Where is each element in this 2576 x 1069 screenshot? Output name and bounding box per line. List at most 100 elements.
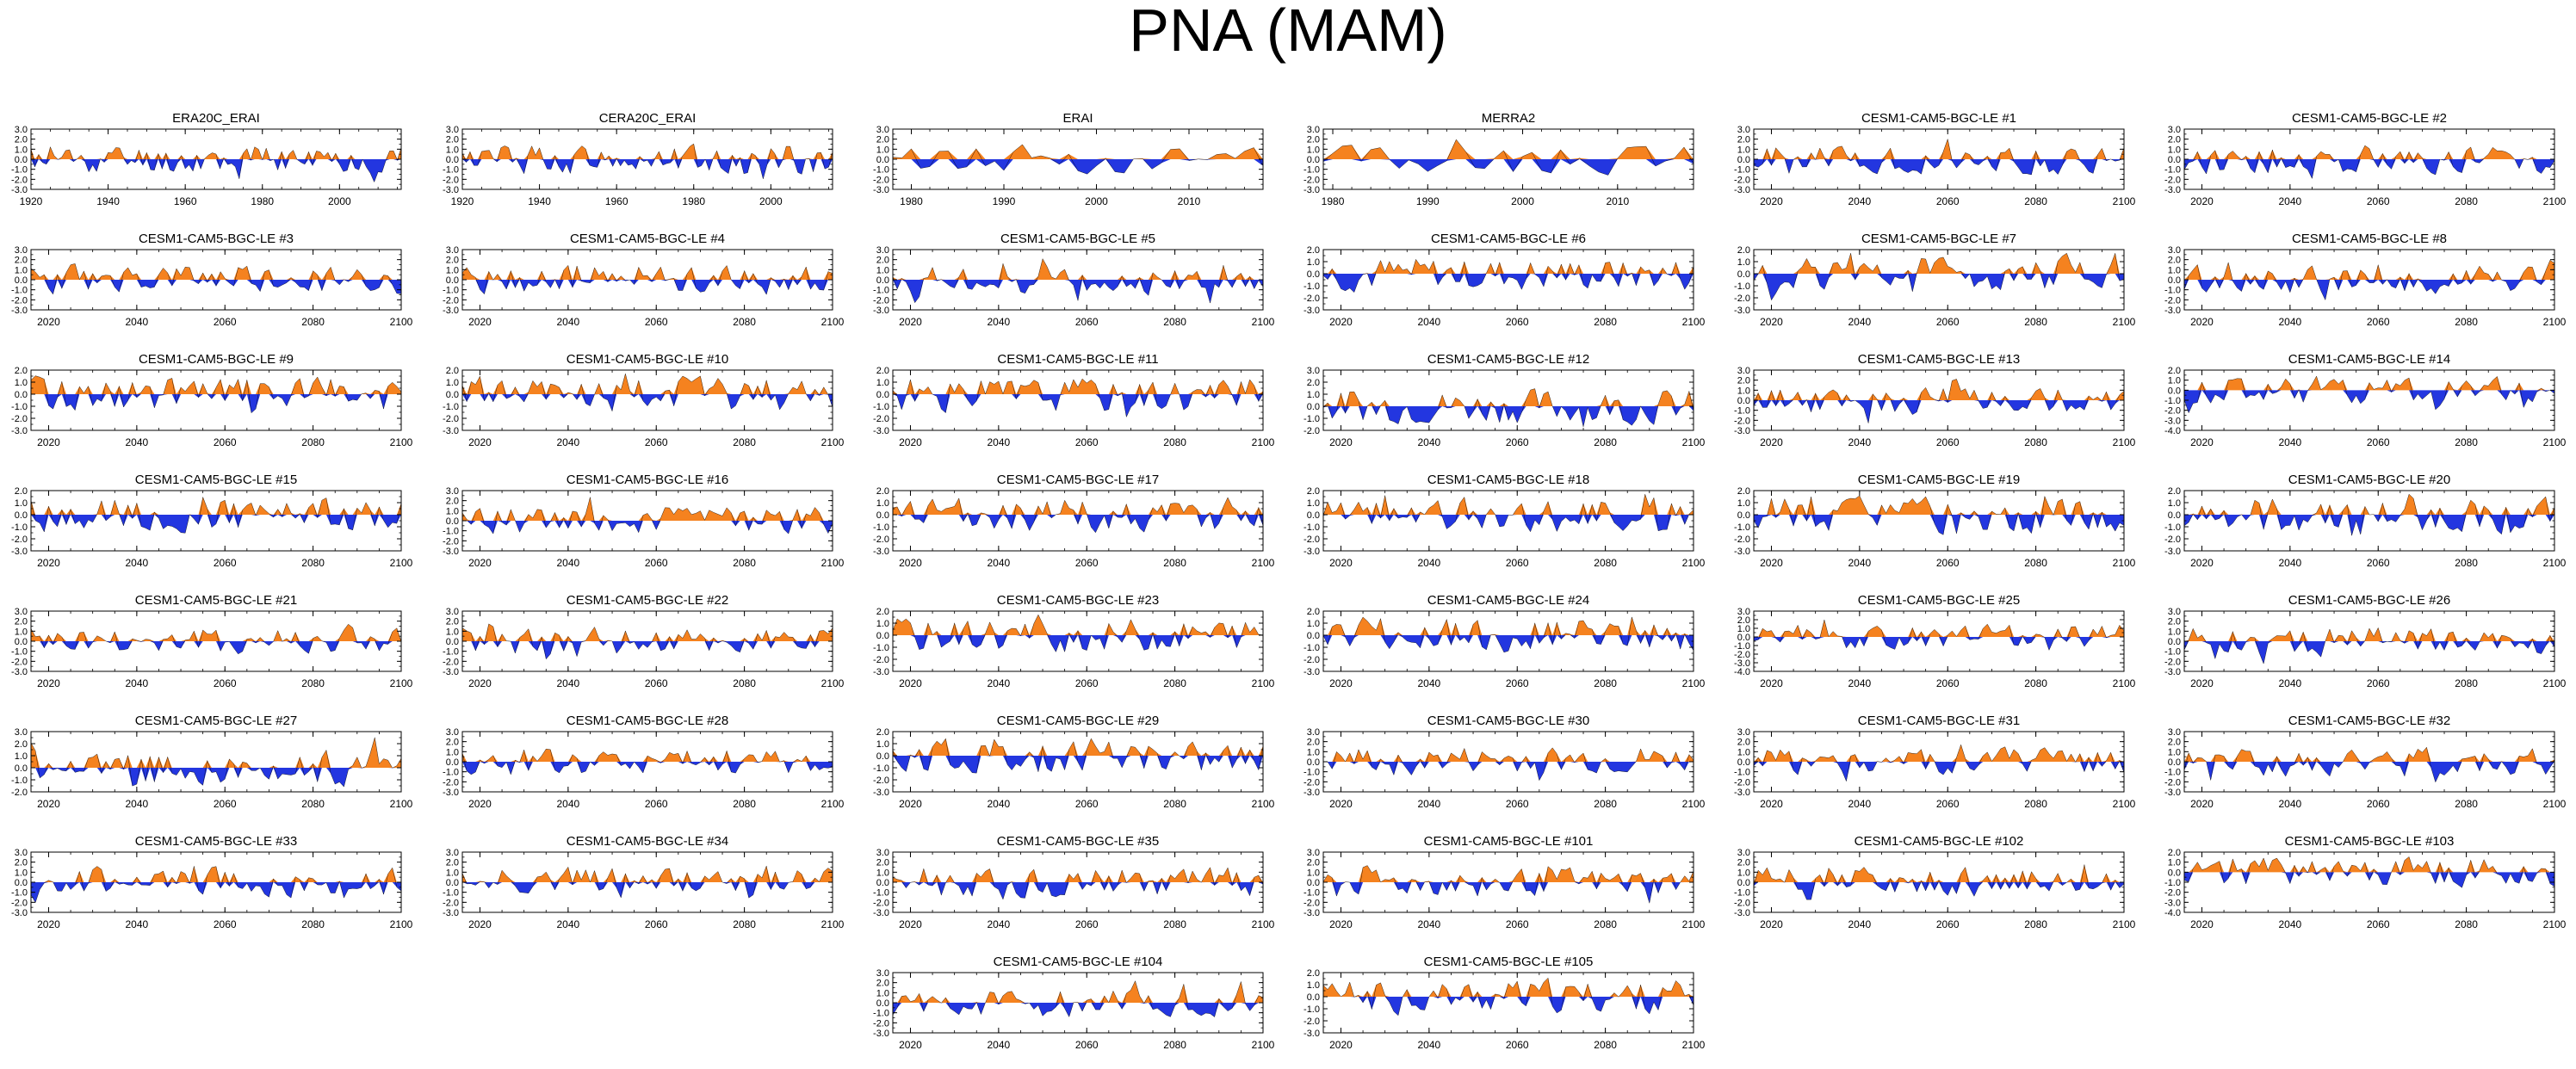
y-tick-label: -3.0: [11, 306, 28, 316]
x-tick-label: 2020: [1329, 436, 1353, 448]
y-tick-label: 1.0: [15, 627, 28, 637]
x-tick-label: 2000: [1511, 195, 1534, 207]
y-tick-label: 2.0: [15, 486, 28, 497]
x-tick-label: 1980: [1322, 195, 1345, 207]
y-tick-label: -1.0: [1303, 888, 1320, 899]
positive-area: [1323, 616, 1694, 635]
y-tick-label: 1.0: [1307, 145, 1320, 155]
y-tick-label: 2.0: [15, 366, 28, 376]
x-tick-label: 2060: [1075, 1039, 1099, 1051]
x-tick-label: 2020: [899, 677, 922, 689]
y-tick-label: -1.0: [11, 522, 28, 533]
y-tick-label: 0.0: [2168, 868, 2181, 878]
panel-21: CESM1-CAM5-BGC-LE #17 2.01.00.0-1.0-2.0 -3…: [873, 473, 1275, 569]
x-tick-label: 2020: [1329, 918, 1353, 930]
x-tick-label: 2020: [1329, 1039, 1353, 1051]
negative-area: [31, 768, 401, 788]
y-tick-label: 1.0: [2168, 376, 2181, 386]
y-tick-label: -3.0: [2164, 898, 2181, 908]
y-tick-label: -3.0: [1734, 426, 1750, 436]
y-tick-label: -2.0: [1734, 650, 1750, 660]
x-tick-label: 2040: [557, 677, 580, 689]
panel-title: CESM1-CAM5-BGC-LE #3: [139, 232, 294, 246]
y-tick-label: 1.0: [446, 265, 459, 275]
y-tick-label: 2.0: [1307, 968, 1320, 979]
panel-title: ERAI: [1062, 111, 1093, 126]
x-tick-label: 2080: [1163, 557, 1186, 569]
panel-34: CESM1-CAM5-BGC-LE #30 3.02.01.00.0-1.0-2.…: [1303, 714, 1706, 810]
y-tick-label: 0.0: [2168, 637, 2181, 647]
panel-title: CESM1-CAM5-BGC-LE #20: [2288, 473, 2450, 487]
x-tick-label: 2100: [390, 316, 413, 328]
y-tick-label: 0.0: [446, 516, 459, 527]
positive-area: [31, 624, 401, 641]
y-tick-label: 3.0: [15, 848, 28, 858]
panel-7: CESM1-CAM5-BGC-LE #3 3.02.01.00.0-1.0-2.0…: [11, 232, 413, 328]
y-tick-label: -2.0: [1734, 294, 1750, 304]
x-tick-label: 2040: [1418, 798, 1441, 810]
y-tick-label: 2.0: [1737, 486, 1750, 497]
y-tick-label: 0.0: [876, 631, 889, 641]
negative-area: [893, 1003, 1263, 1017]
x-tick-label: 2100: [2543, 195, 2567, 207]
positive-area: [462, 374, 833, 394]
y-tick-label: 1.0: [446, 506, 459, 516]
y-tick-label: 0.0: [2168, 510, 2181, 521]
negative-area: [1754, 159, 2124, 175]
negative-area: [2184, 159, 2554, 179]
y-tick-label: 0.0: [1737, 510, 1750, 521]
panel-16: CESM1-CAM5-BGC-LE #12 3.0 2.0 1.0 0.0 -1.0 -2.…: [1303, 352, 1706, 448]
series-line: [2183, 627, 2555, 664]
plot-frame: [2183, 851, 2555, 913]
y-tick-label: -2.0: [443, 295, 459, 306]
x-tick-label: 2060: [1506, 677, 1529, 689]
x-tick-label: 2020: [468, 918, 492, 930]
y-tick-label: 2.0: [446, 135, 459, 145]
panel-title: CESM1-CAM5-BGC-LE #101: [1424, 834, 1594, 849]
x-tick-label: 2040: [557, 798, 580, 810]
y-tick-label: 1.0: [2168, 265, 2181, 275]
y-tick-label: 0.0: [876, 878, 889, 888]
y-tick-label: 0.0: [446, 155, 459, 165]
positive-area: [2184, 627, 2554, 641]
panel-14: CESM1-CAM5-BGC-LE #10 2.0 1.0 0.0 -1.0 -2.0 -3…: [443, 352, 845, 448]
x-tick-label: 2020: [1760, 918, 1783, 930]
y-tick-label: 0.0: [1307, 992, 1320, 1003]
series-line: [30, 375, 402, 414]
y-tick-label: 1.0: [15, 498, 28, 509]
x-tick-label: 2060: [214, 557, 237, 569]
positive-area: [1323, 259, 1694, 274]
negative-area: [1323, 882, 1694, 904]
y-tick-label: 0.0: [876, 510, 889, 521]
positive-area: [1754, 379, 2124, 400]
x-tick-label: 2080: [733, 436, 756, 448]
x-tick-label: 2060: [1075, 557, 1099, 569]
series-line: [461, 623, 833, 660]
positive-area: [462, 866, 833, 882]
y-tick-label: -1.0: [2164, 522, 2181, 533]
x-tick-label: 2010: [1178, 195, 1201, 207]
series-line: [30, 496, 402, 534]
y-tick-label: 2.0: [1307, 607, 1320, 617]
y-tick-label: 3.0: [876, 848, 889, 858]
negative-area: [893, 635, 1263, 652]
y-tick-label: 0.0: [876, 998, 889, 1009]
x-tick-label: 2060: [645, 316, 668, 328]
x-tick-label: 2020: [2190, 316, 2214, 328]
panel-title: CESM1-CAM5-BGC-LE #35: [997, 834, 1159, 849]
panel-title: CESM1-CAM5-BGC-LE #102: [1855, 834, 2024, 849]
series-line: [461, 143, 833, 180]
series-line: [461, 748, 833, 775]
x-tick-label: 2020: [2190, 677, 2214, 689]
x-tick-label: 2020: [899, 316, 922, 328]
y-tick-label: -3.0: [2164, 306, 2181, 316]
x-tick-label: 2020: [1760, 798, 1783, 810]
y-tick-label: 1.0: [15, 751, 28, 762]
y-tick-label: 2.0: [15, 617, 28, 627]
positive-area: [893, 379, 1263, 394]
x-tick-label: 2080: [1163, 677, 1186, 689]
panel-11: CESM1-CAM5-BGC-LE #7 2.01.00.0-1.0 -2.0 -3.…: [1734, 232, 2136, 328]
x-tick-label: 2080: [301, 677, 325, 689]
x-tick-label: 2100: [1682, 918, 1706, 930]
x-tick-label: 2060: [1936, 798, 1960, 810]
